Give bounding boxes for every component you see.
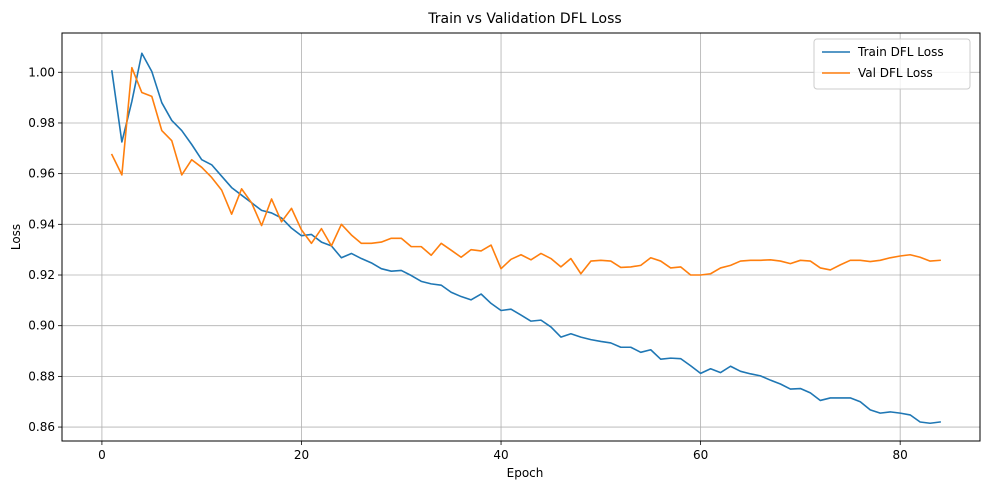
- y-tick-label: 0.92: [28, 268, 55, 282]
- x-tick-label: 0: [98, 448, 106, 462]
- x-tick-label: 60: [693, 448, 708, 462]
- series-layer: [110, 52, 941, 425]
- legend-label: Train DFL Loss: [857, 45, 944, 59]
- y-tick-label: 0.98: [28, 116, 55, 130]
- legend-label: Val DFL Loss: [858, 66, 933, 80]
- x-tick-label: 40: [493, 448, 508, 462]
- y-tick-label: 0.94: [28, 217, 55, 231]
- y-tick-label: 0.90: [28, 319, 55, 333]
- series-line-val: [110, 66, 941, 276]
- x-axis-title: Epoch: [507, 466, 544, 480]
- y-tick-label: 0.86: [28, 420, 55, 434]
- y-tick-label: 0.96: [28, 167, 55, 181]
- tick-layer: 0 20 40 60 80 0.86 0.88 0.90 0.92 0.94 0.96 0.98 1.0…: [28, 65, 908, 462]
- grid-layer: [62, 33, 980, 441]
- x-tick-label: 80: [893, 448, 908, 462]
- legend-box: [813, 38, 971, 90]
- y-tick-label: 1.00: [28, 65, 55, 79]
- legend: Train DFL Loss Val DFL Loss: [813, 38, 971, 90]
- x-tick-label: 20: [294, 448, 309, 462]
- y-axis-title: Loss: [9, 224, 23, 250]
- chart-title: Train vs Validation DFL Loss: [427, 11, 621, 27]
- plot-frame: [61, 32, 981, 442]
- y-tick-label: 0.88: [28, 369, 55, 383]
